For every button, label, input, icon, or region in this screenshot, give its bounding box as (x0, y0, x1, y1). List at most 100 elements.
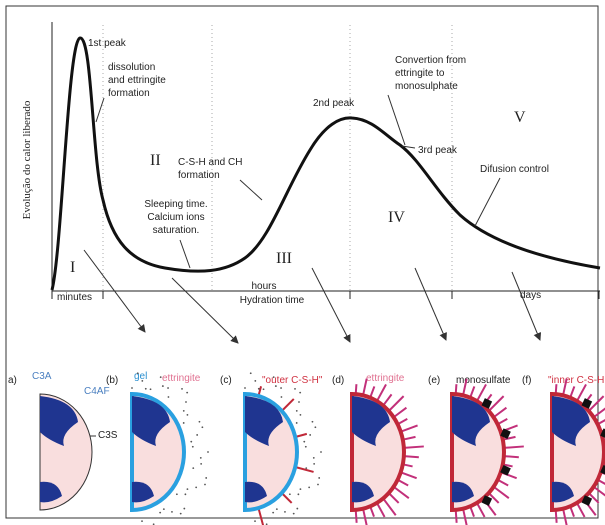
particle (254, 380, 256, 382)
particle (196, 434, 198, 436)
particle (305, 446, 307, 448)
spike (295, 467, 313, 472)
spike (363, 509, 367, 525)
particle (187, 488, 189, 490)
particle (195, 487, 197, 489)
particle (167, 387, 169, 389)
spike (377, 384, 386, 401)
particle (192, 467, 194, 469)
particle (273, 376, 275, 378)
spike (463, 509, 467, 525)
particle (258, 388, 260, 390)
particle (150, 388, 152, 390)
particle (313, 457, 315, 459)
particle (137, 372, 139, 374)
particle (163, 508, 165, 510)
particle (176, 493, 178, 495)
particle (289, 493, 291, 495)
particle (145, 388, 147, 390)
particle (162, 385, 164, 387)
particle (185, 401, 187, 403)
panel-tag: a) (8, 375, 17, 386)
particle (141, 380, 143, 382)
particle (305, 467, 307, 469)
particle (303, 441, 305, 443)
y-axis-label: Evolução do calor liberado (21, 100, 33, 219)
panel-tag: (d) (332, 375, 344, 386)
particle (317, 484, 319, 486)
spike (404, 456, 419, 457)
spike (494, 487, 509, 498)
particle (160, 376, 162, 378)
spike (383, 498, 396, 515)
particle (272, 512, 274, 514)
particle (131, 387, 133, 389)
particle (187, 414, 189, 416)
particle (284, 511, 286, 513)
particle (192, 446, 194, 448)
particle (200, 463, 202, 465)
spike (594, 487, 605, 498)
particle (171, 511, 173, 513)
annotation: Sleeping time.Calcium ionssaturation. (144, 199, 207, 236)
particle (244, 387, 246, 389)
spike (394, 487, 409, 498)
particle (184, 493, 186, 495)
spike (389, 396, 404, 411)
spike (363, 379, 367, 396)
time-label: Hydration time (240, 295, 305, 306)
particle (308, 487, 310, 489)
particle (180, 513, 182, 515)
region: III (276, 250, 292, 267)
annotation: 3rd peak (418, 145, 458, 156)
spike (401, 425, 418, 431)
particle (293, 513, 295, 515)
particle (263, 388, 265, 390)
spike (563, 509, 567, 525)
spike (258, 508, 263, 525)
particle (183, 422, 185, 424)
region: I (70, 259, 75, 276)
particle (296, 410, 298, 412)
panel-tag: (e) (428, 375, 440, 386)
particle (204, 484, 206, 486)
particle (254, 520, 256, 522)
particle (207, 451, 209, 453)
frame (6, 6, 598, 518)
particle (181, 388, 183, 390)
particle (183, 508, 185, 510)
time-label: days (520, 290, 541, 301)
particle (312, 421, 314, 423)
region: IV (388, 209, 405, 226)
particle (294, 388, 296, 390)
particle (309, 434, 311, 436)
panel-label: "outer C-S-H" (262, 375, 323, 386)
annotation: 2nd peak (313, 98, 355, 109)
particle (200, 457, 202, 459)
panel-label: C4AF (84, 386, 110, 397)
annotation: 1st peak (88, 38, 127, 49)
panel-label: C3A (32, 371, 52, 382)
region: II (150, 152, 161, 169)
spike (594, 408, 605, 418)
particle (276, 508, 278, 510)
spike (404, 446, 424, 447)
particle (141, 520, 143, 522)
particle (275, 385, 277, 387)
particle (205, 477, 207, 479)
annotation: Difusion control (480, 164, 549, 175)
particle (281, 396, 283, 398)
time-label: hours (251, 281, 276, 292)
region: V (514, 109, 526, 126)
particle (297, 493, 299, 495)
spike (494, 408, 507, 418)
spike (401, 472, 417, 478)
particle (300, 488, 302, 490)
particle (201, 426, 203, 428)
panel-label: ettringite (366, 373, 405, 384)
particle (159, 512, 161, 514)
panel-tag: (c) (220, 375, 232, 386)
spike (377, 503, 385, 517)
particle (296, 422, 298, 424)
spike (577, 503, 585, 517)
